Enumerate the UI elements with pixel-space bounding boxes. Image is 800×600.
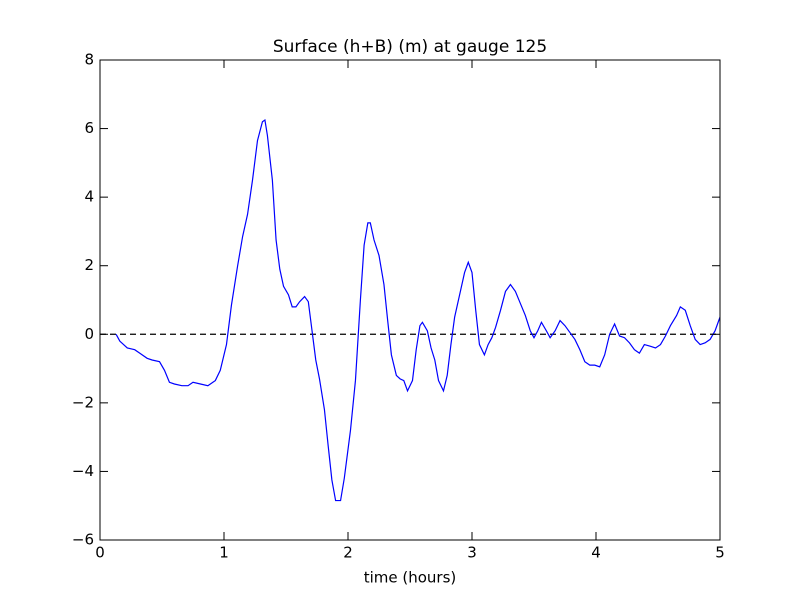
data-line: [115, 118, 721, 502]
x-tick-label: 3: [467, 544, 477, 562]
x-tick-label: 1: [219, 544, 229, 562]
y-tick-label: −4: [72, 462, 94, 480]
x-tick-label: 4: [591, 544, 601, 562]
x-axis-label: time (hours): [364, 569, 457, 587]
y-tick-label: 8: [84, 51, 94, 69]
x-tick-label: 5: [715, 544, 725, 562]
y-tick-label: 6: [84, 119, 94, 137]
y-tick-label: −6: [72, 531, 94, 549]
plot-frame: [99, 59, 721, 541]
x-tick-label: 2: [343, 544, 353, 562]
y-tick-label: 0: [84, 325, 94, 343]
x-tick-label: 0: [95, 544, 105, 562]
chart-title: Surface (h+B) (m) at gauge 125: [273, 37, 547, 57]
y-tick-label: 4: [84, 188, 94, 206]
y-tick-label: −2: [72, 393, 94, 411]
y-tick-label: 2: [84, 256, 94, 274]
